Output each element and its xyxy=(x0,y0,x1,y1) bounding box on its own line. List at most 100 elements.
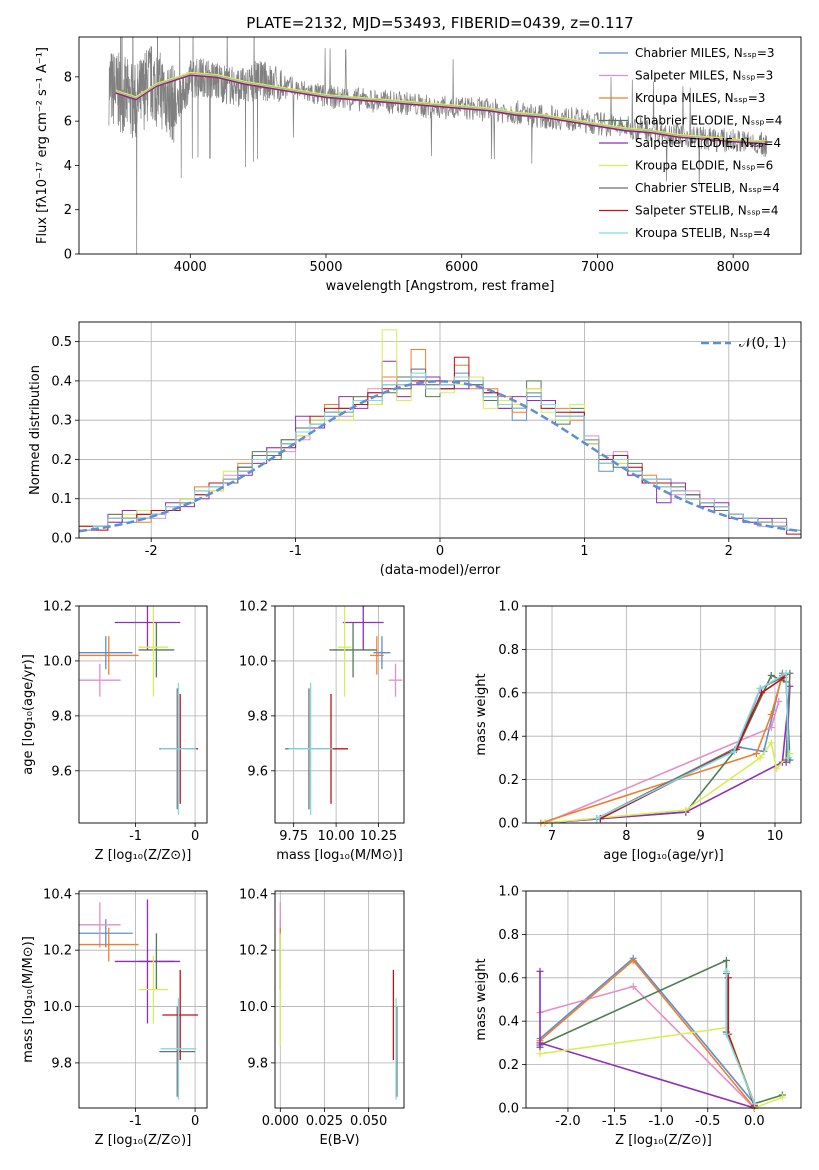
y-tick-label: 0.2 xyxy=(498,1058,519,1073)
y-tick-label: 9.6 xyxy=(247,764,268,779)
error-bar-point xyxy=(79,902,121,948)
plus-marker xyxy=(767,724,775,732)
y-tick-label: 10.4 xyxy=(239,887,268,902)
x-tick-label: -1 xyxy=(289,544,302,559)
x-tick-label: 5000 xyxy=(309,260,342,275)
error-bar-point xyxy=(138,606,169,697)
y-tick-label: 10.2 xyxy=(43,944,72,959)
x-tick-label: 6000 xyxy=(445,260,478,275)
axes-frame xyxy=(78,36,802,255)
y-axis-label: Flux [fλ10⁻¹⁷ erg cm⁻² s⁻¹ A⁻¹] xyxy=(35,47,50,244)
y-tick-label: 0.8 xyxy=(498,928,519,943)
x-tick-label: 1 xyxy=(580,544,588,559)
y-tick-label: 9.8 xyxy=(51,1056,72,1071)
plus-marker xyxy=(778,1093,786,1101)
y-tick-label: 0.6 xyxy=(498,971,519,986)
x-tick-label: -1.5 xyxy=(602,1114,627,1129)
error-bar-point xyxy=(79,927,139,962)
y-tick-label: 9.8 xyxy=(247,1056,268,1071)
x-axis-label: E(B-V) xyxy=(319,1133,359,1148)
plus-marker xyxy=(767,711,775,718)
axes-frame xyxy=(78,321,802,539)
axes-frame xyxy=(274,605,405,824)
y-tick-label: 10.0 xyxy=(239,654,268,669)
y-tick-label: 1.0 xyxy=(498,885,519,900)
x-axis-label: age [log₁₀(age/yr)] xyxy=(603,848,724,863)
plus-marker xyxy=(750,1100,758,1108)
legend-entry: Kroupa ELODIE, Nₛₛₚ=6 xyxy=(635,159,773,173)
error-bar-point xyxy=(160,682,197,815)
y-tick-label: 0.6 xyxy=(498,686,519,701)
axes-frame xyxy=(78,890,208,1109)
error-bar-point xyxy=(79,919,133,948)
x-tick-label: 0.000 xyxy=(262,1114,299,1129)
plus-marker xyxy=(767,739,775,747)
y-tick-label: 1.0 xyxy=(498,600,519,615)
y-tick-label: 0.4 xyxy=(498,1015,519,1030)
panel-spectrum: 4000 5000 6000 7000 8000 0 2 4 6 8 wavelength [Ang… xyxy=(35,14,802,294)
x-tick-label: 0 xyxy=(191,829,199,844)
x-axis-label: mass [log₁₀(M/M⊙)] xyxy=(276,848,403,863)
x-tick-label: -2.0 xyxy=(555,1114,580,1129)
legend-entry: Kroupa STELIB, Nₛₛₚ=4 xyxy=(635,226,771,240)
plus-marker xyxy=(775,697,783,705)
x-tick-label: -1 xyxy=(129,829,142,844)
x-tick-label: 0 xyxy=(191,1114,199,1129)
error-bar-point xyxy=(337,606,352,697)
x-axis-label: Z [log₁₀(Z/Z⊙)] xyxy=(615,1133,712,1148)
y-tick-label: 0.2 xyxy=(51,453,72,468)
model-spectrum-line xyxy=(115,74,768,145)
y-tick-label: 2 xyxy=(64,203,72,218)
legend: Chabrier MILES, Nₛₛₚ=3 Salpeter MILES, Nₛ… xyxy=(599,46,782,240)
panel-age_vs_mass: 9.75 10.00 10.25 9.6 9.8 10.0 10.2 mass [log₁₀(… xyxy=(239,600,405,863)
y-tick-label: 0.1 xyxy=(51,492,72,507)
error-bar-point xyxy=(114,606,181,650)
plus-marker xyxy=(752,750,760,758)
panel-age_vs_Z: -1 0 9.6 9.8 10.0 10.2 Z [log₁₀(Z/Z⊙)] age [log… xyxy=(21,600,208,863)
plus-marker xyxy=(722,956,730,964)
error-bar-point xyxy=(138,955,169,1024)
legend-entry: Salpeter ELODIE, Nₛₛₚ=4 xyxy=(635,136,781,150)
x-tick-label: 10 xyxy=(767,829,784,844)
mass-weight-line xyxy=(540,675,784,823)
error-bar-point xyxy=(159,1006,196,1097)
error-bar-point xyxy=(138,622,175,678)
y-tick-label: 0.3 xyxy=(51,414,72,429)
error-bar-point xyxy=(79,636,133,670)
y-tick-label: 0.0 xyxy=(51,532,72,547)
legend: 𝒩(0, 1) xyxy=(701,336,786,351)
x-tick-label: 0 xyxy=(436,544,444,559)
error-bar-point xyxy=(288,682,333,815)
error-bar-point xyxy=(162,969,199,1061)
legend-entry: Chabrier MILES, Nₛₛₚ=3 xyxy=(635,46,775,60)
y-tick-label: 8 xyxy=(64,70,72,85)
y-tick-label: 0.0 xyxy=(498,817,519,832)
plus-marker xyxy=(593,815,601,823)
y-tick-label: 10.2 xyxy=(43,600,72,615)
plus-marker xyxy=(722,967,730,975)
axes-frame xyxy=(525,890,802,1109)
y-axis-label: mass [log₁₀(M/M⊙)] xyxy=(21,936,36,1063)
x-axis-label: Z [log₁₀(Z/Z⊙)] xyxy=(95,848,192,863)
x-tick-label: 9.75 xyxy=(279,829,308,844)
model-spectrum-line xyxy=(115,73,768,144)
y-tick-label: 10.2 xyxy=(239,944,268,959)
error-bar-point xyxy=(370,636,384,675)
x-tick-label: 9 xyxy=(697,829,705,844)
y-tick-label: 0.0 xyxy=(498,1102,519,1117)
error-bar-point xyxy=(388,663,403,697)
axes-frame xyxy=(274,890,405,1109)
y-axis-label: Normed distribution xyxy=(28,365,43,495)
panel-residuals: -2 -1 0 1 2 0.0 0.1 0.2 0.3 0.4 0.5 (data-model)/er… xyxy=(28,321,802,578)
x-tick-label: -1 xyxy=(129,1114,142,1129)
plus-marker xyxy=(629,956,637,964)
y-axis-label: age [log₁₀(age/yr)] xyxy=(21,654,36,775)
legend-entry: Chabrier ELODIE, Nₛₛₚ=4 xyxy=(635,114,782,128)
x-tick-label: -2 xyxy=(145,544,158,559)
y-axis-label: mass weight xyxy=(474,958,489,1040)
x-tick-label: -0.5 xyxy=(695,1114,720,1129)
y-tick-label: 10.4 xyxy=(43,887,72,902)
legend-entry: Chabrier STELIB, Nₛₛₚ=4 xyxy=(635,181,780,195)
panel-mass_weight_vs_age: 7 8 9 10 0.0 0.2 0.4 0.6 0.8 1.0 age [log₁₀(age/yr… xyxy=(474,600,802,863)
plus-marker xyxy=(772,765,780,773)
